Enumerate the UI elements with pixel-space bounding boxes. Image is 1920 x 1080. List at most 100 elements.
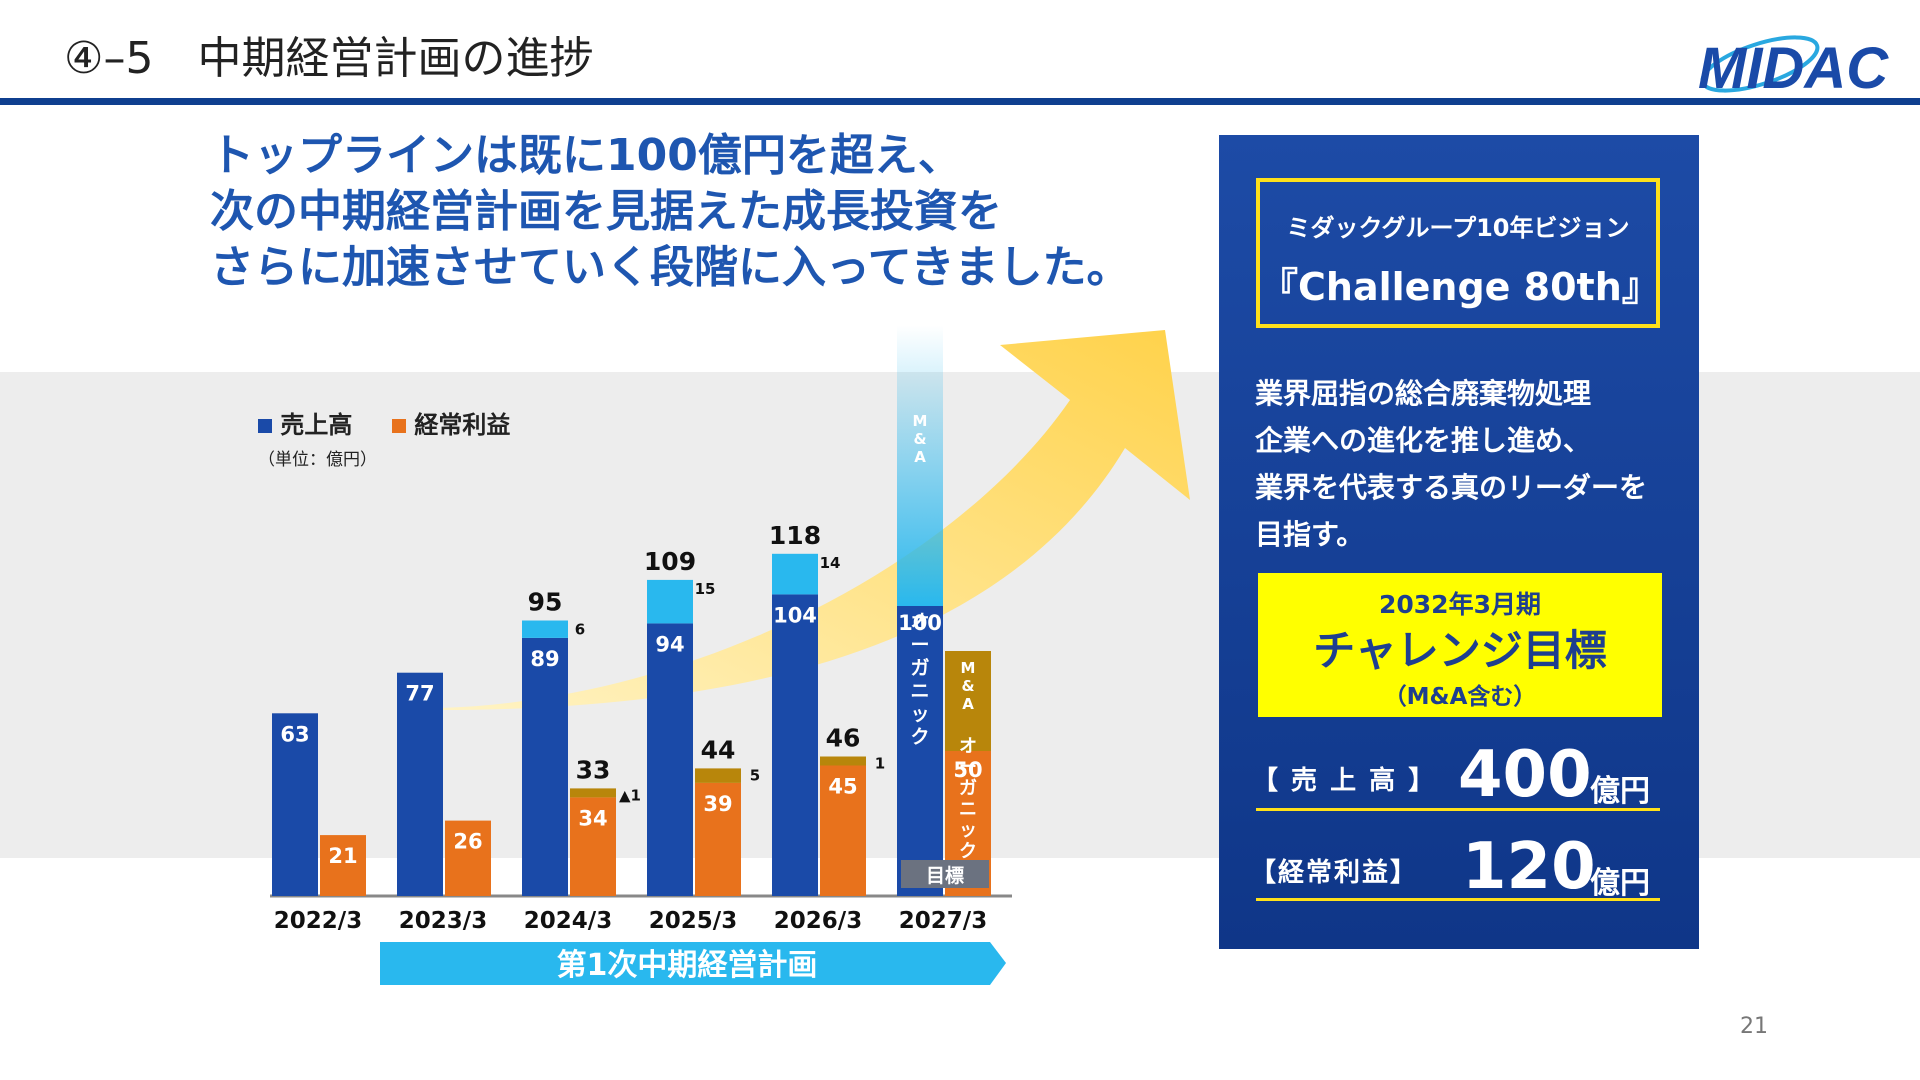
- legend-sales-swatch: [258, 419, 272, 433]
- goal-sales-value: 400: [1458, 738, 1592, 812]
- profit-bar-ma: [820, 756, 866, 766]
- profit-organic-vertical-char: ー: [959, 757, 977, 778]
- sales-ma-delta-label: 15: [695, 580, 716, 598]
- profit-organic-value: 34: [578, 806, 607, 830]
- x-tick-label: 2027/3: [899, 908, 987, 934]
- sales-bar-ma: [522, 620, 568, 638]
- headline-line-2: 次の中期経営計画を見据えた成長投資を: [210, 186, 1002, 237]
- legend-profit-label: 経常利益: [414, 411, 511, 439]
- x-tick-label: 2026/3: [774, 908, 862, 934]
- profit-bar-organic: [570, 797, 616, 896]
- legend-sales: 売上高: [258, 405, 352, 440]
- x-tick-label: 2023/3: [399, 908, 487, 934]
- bar-chart: 63212022/377262023/369589▲133342024/3151…: [270, 325, 1190, 985]
- vision-box: ミダックグループ10年ビジョン 『Challenge 80th』: [1256, 178, 1660, 328]
- sales-organic-value: 94: [655, 632, 684, 656]
- goal-sales-label: 【 売 上 高 】: [1252, 766, 1437, 796]
- headline: トップラインは既に100億円を超え、 次の中期経営計画を見据えた成長投資を さら…: [210, 128, 1130, 296]
- profit-total-label: 33: [576, 755, 611, 784]
- sales-bar-ma-target: [897, 325, 943, 606]
- profit-bar-organic: [695, 782, 741, 896]
- sales-bar-organic: [772, 594, 818, 896]
- sales-organic-vertical-char: ッ: [910, 703, 929, 725]
- goal-profit-value: 120: [1462, 830, 1596, 904]
- profit-bar-ma-target: [945, 651, 991, 751]
- profit-organic-vertical-char: オ: [959, 736, 977, 757]
- plan-banner: [380, 942, 1006, 985]
- mission-line-1: 業界屈指の総合廃棄物処理: [1255, 377, 1592, 410]
- profit-ma-delta-label: 5: [750, 766, 760, 784]
- sales-ma-label-3: A: [914, 448, 926, 466]
- target-period: 2032年3月期: [1379, 590, 1541, 619]
- mission-line-3: 業界を代表する真のリーダーを: [1255, 471, 1648, 504]
- mission-line-4: 目指す。: [1255, 518, 1365, 551]
- sales-organic-vertical-char: ー: [910, 634, 929, 656]
- profit-ma-label-3: A: [962, 695, 974, 713]
- profit-bar-ma: [695, 768, 741, 783]
- mission-text: 業界屈指の総合廃棄物処理 企業への進化を推し進め、 業界を代表する真のリーダーを…: [1255, 370, 1647, 558]
- profit-organic-vertical-char: ク: [959, 841, 977, 862]
- profit-ma-label-1: M: [961, 659, 976, 677]
- sales-organic-value: 100: [898, 611, 942, 635]
- sales-organic-value: 89: [530, 647, 559, 671]
- profit-organic-value: 39: [703, 792, 732, 816]
- target-box: 2032年3月期 チャレンジ目標 （M&A含む）: [1258, 573, 1662, 717]
- vision-name: 『Challenge 80th』: [1260, 265, 1660, 309]
- company-logo: MIDAC: [1690, 28, 1910, 101]
- header-rule: [0, 98, 1920, 105]
- target-tag: [901, 860, 989, 888]
- sales-bar-organic: [272, 713, 318, 896]
- profit-ma-label-2: &: [961, 677, 974, 695]
- mission-line-2: 企業への進化を推し進め、: [1255, 424, 1592, 457]
- profit-bar-organic: [320, 835, 366, 896]
- x-tick-label: 2022/3: [274, 908, 362, 934]
- goal-profit-unit: 億円: [1590, 866, 1650, 901]
- profit-ma-delta-label: 1: [875, 755, 885, 773]
- profit-organic-value: 21: [328, 844, 357, 868]
- sales-organic-vertical-char: オ: [910, 611, 929, 633]
- logo-mark: MIDAC: [1698, 35, 1889, 101]
- profit-ma-delta-label: ▲1: [619, 786, 641, 804]
- sales-bar-ma: [772, 553, 818, 595]
- logo-text: MIDAC: [1698, 36, 1889, 98]
- vision-panel: [1219, 135, 1699, 949]
- headline-line-1: トップラインは既に100億円を超え、: [210, 130, 962, 181]
- goal-profit-underline: [1256, 898, 1660, 901]
- profit-bar-ma: [570, 788, 616, 798]
- profit-bar-organic: [820, 765, 866, 896]
- sales-ma-delta-label: 14: [820, 554, 841, 572]
- goal-sales-unit: 億円: [1590, 774, 1650, 809]
- target-title: チャレンジ目標: [1313, 626, 1607, 675]
- goal-sales-underline: [1256, 808, 1660, 811]
- vision-subtitle: ミダックグループ10年ビジョン: [1286, 214, 1630, 242]
- sales-total-label: 109: [644, 547, 696, 576]
- sales-bar-ma: [647, 579, 693, 624]
- profit-organic-value: 50: [953, 758, 982, 782]
- legend-sales-label: 売上高: [280, 411, 353, 439]
- profit-organic-value: 26: [453, 830, 482, 854]
- target-tag-label: 目標: [926, 864, 964, 887]
- legend-profit: 経常利益: [392, 405, 510, 440]
- goal-profit-label: 【経常利益】: [1250, 858, 1419, 888]
- sales-organic-value: 104: [773, 603, 817, 627]
- sales-organic-vertical-char: ク: [910, 726, 929, 748]
- x-tick-label: 2025/3: [649, 908, 737, 934]
- unit-note: （単位：億円）: [258, 450, 377, 470]
- target-note: （M&A含む）: [1383, 684, 1537, 710]
- sales-ma-label-2: &: [913, 430, 926, 448]
- profit-organic-vertical-char: ッ: [959, 820, 977, 841]
- sales-total-label: 118: [769, 521, 821, 550]
- plan-banner-label: 第1次中期経営計画: [557, 948, 818, 983]
- profit-total-label: 46: [826, 724, 861, 753]
- profit-organic-value: 45: [828, 775, 857, 799]
- sales-bar-organic: [397, 672, 443, 896]
- profit-total-label: 44: [701, 735, 736, 764]
- page-number: 21: [1740, 1014, 1768, 1039]
- profit-organic-vertical-char: ニ: [959, 799, 977, 820]
- sales-bar-organic: [647, 623, 693, 896]
- headline-line-3: さらに加速させていく段階に入ってきました。: [210, 242, 1131, 293]
- sales-organic-vertical-char: ガ: [910, 657, 929, 679]
- sales-bar-organic: [522, 637, 568, 896]
- sales-total-label: 95: [528, 588, 563, 617]
- x-tick-label: 2024/3: [524, 908, 612, 934]
